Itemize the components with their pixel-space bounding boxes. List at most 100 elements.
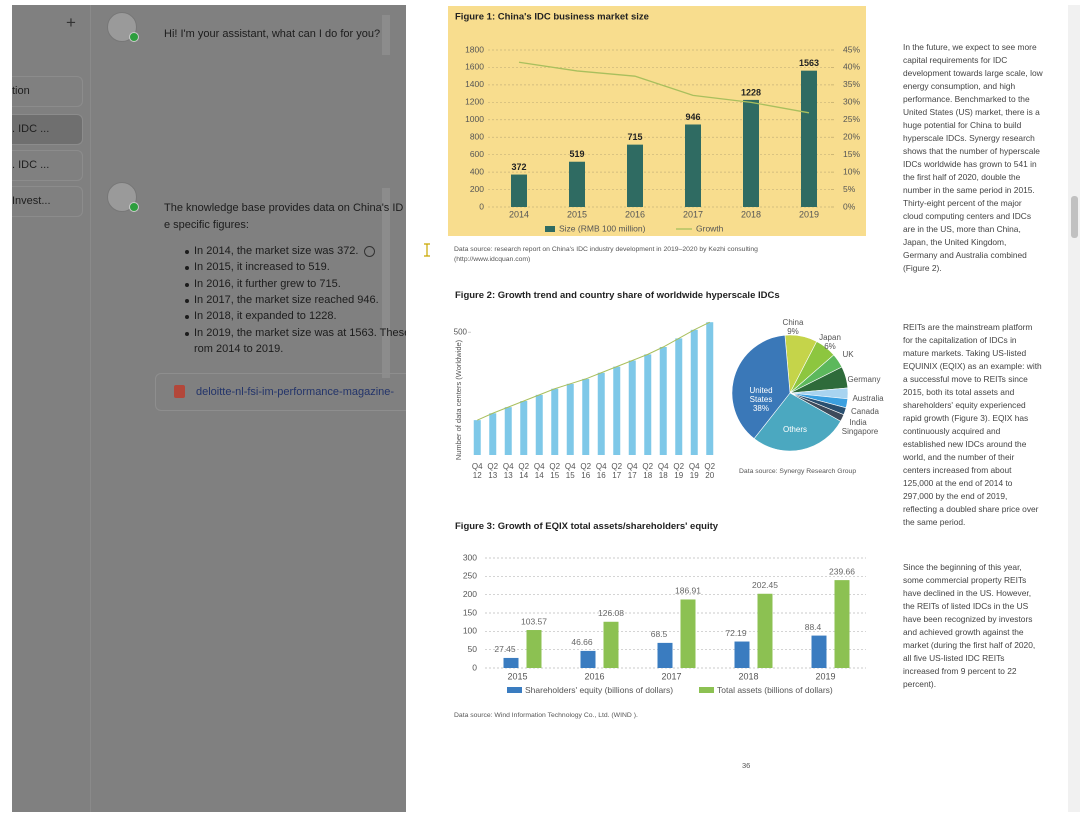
bullet-dot: [185, 266, 189, 271]
data-label: 27.45: [494, 644, 516, 654]
y-axis-label: Number of data centers (Worldwide): [454, 339, 463, 460]
y-tick-label: 500: [454, 327, 468, 336]
bar: [526, 630, 542, 668]
x-tick-label: Q4 16: [595, 462, 607, 480]
x-tick-label: 2015: [567, 209, 587, 219]
new-chat-button[interactable]: +: [66, 13, 76, 32]
bar: [489, 413, 497, 455]
x-tick-label: 2019: [815, 671, 835, 681]
bullet-item: In 2018, it expanded to 1228.: [194, 310, 337, 323]
x-tick-label: 2018: [741, 209, 761, 219]
y2-tick-label: 35%: [843, 79, 860, 89]
x-tick-label: 2016: [625, 209, 645, 219]
sidebar-item[interactable]: tion: [12, 76, 83, 107]
sidebar-item[interactable]: Invest...: [12, 186, 83, 217]
data-label: 946: [685, 112, 700, 122]
pie-slice: [753, 392, 842, 452]
online-dot: [129, 202, 139, 212]
pie-value-label: 6%: [824, 342, 836, 351]
assistant-message: Hi! I'm your assistant, what can I do fo…: [164, 28, 381, 40]
data-label: 715: [627, 132, 642, 142]
x-tick-label: Q4 15: [564, 462, 576, 480]
data-label: 126.08: [598, 608, 624, 618]
x-tick-label: Q2 14: [518, 462, 530, 480]
bar: [566, 383, 574, 455]
message-edge: [382, 188, 390, 378]
bar: [834, 580, 850, 668]
sidebar-divider: [90, 5, 91, 812]
y-tick-label: 400: [470, 166, 484, 176]
bar: [811, 635, 827, 668]
bar: [690, 329, 698, 455]
bar: [680, 599, 696, 668]
y-tick-label: 150: [463, 607, 477, 617]
bar: [644, 354, 652, 455]
legend-label: Total assets (billions of dollars): [717, 685, 833, 695]
legend-swatch: [507, 687, 522, 693]
y2-tick-label: 45%: [843, 44, 860, 54]
y2-tick-label: 15%: [843, 149, 860, 159]
bar: [603, 621, 619, 668]
y-tick-label: 200: [463, 589, 477, 599]
figure-title: Figure 3: Growth of EQIX total assets/sh…: [455, 521, 719, 532]
bar: [473, 420, 481, 455]
y2-tick-label: 30%: [843, 97, 860, 107]
file-name[interactable]: deloitte-nl-fsi-im-performance-magazine-: [196, 386, 395, 398]
x-tick-label: 2019: [799, 209, 819, 219]
y2-tick-label: 10%: [843, 166, 860, 176]
info-icon: [364, 246, 375, 257]
y-tick-label: 800: [470, 131, 484, 141]
bar: [675, 338, 683, 455]
x-tick-label: Q2 13: [487, 462, 499, 480]
bullet-dot: [185, 250, 189, 254]
data-label: 1563: [799, 58, 819, 68]
bullet-item: In 2016, it further grew to 715.: [194, 277, 341, 290]
bullet-dot: [185, 298, 189, 303]
bullet-dot: [185, 282, 189, 287]
data-label: 372: [511, 162, 526, 172]
pie-label: UK: [842, 350, 854, 359]
y-tick-label: 1400: [465, 79, 484, 89]
y-tick-label: 200: [470, 184, 484, 194]
data-label: 103.57: [521, 616, 547, 626]
y2-tick-label: 0%: [843, 201, 856, 211]
y-tick-label: 1000: [465, 114, 484, 124]
x-tick-label: 2015: [507, 671, 527, 681]
pie-label: Others: [782, 425, 807, 434]
bar: [535, 394, 543, 455]
page-number: 36: [742, 761, 751, 770]
legend-label: Shareholders' equity (billions of dollar…: [525, 685, 673, 695]
data-label: 519: [569, 149, 584, 159]
bullet-item: In 2017, the market size reached 946.: [194, 293, 379, 306]
bar: [734, 641, 750, 668]
data-label: 1228: [741, 87, 761, 97]
bar: [659, 347, 667, 455]
y2-tick-label: 25%: [843, 114, 860, 124]
legend-swatch: [545, 226, 555, 232]
pie-label: Germany: [847, 375, 881, 384]
y-tick-label: 1800: [465, 44, 484, 54]
scrollbar-thumb[interactable]: [1071, 196, 1078, 238]
bar: [597, 372, 605, 455]
figure-source: Data source: research report on China's …: [454, 246, 758, 263]
x-tick-label: Q4 14: [533, 462, 545, 480]
y-tick-label: 50: [468, 644, 478, 654]
file-card[interactable]: [155, 373, 406, 411]
y-tick-label: 0: [472, 662, 477, 672]
sidebar-item[interactable]: . IDC ...: [12, 114, 83, 145]
pie-label: Singapore: [841, 427, 879, 436]
bar: [551, 388, 559, 455]
bar: [613, 366, 621, 455]
x-tick-label: Q4 12: [471, 462, 483, 480]
x-tick-label: Q4 18: [657, 462, 669, 480]
x-tick-label: Q2 20: [704, 462, 716, 480]
pie-value-label: 9%: [787, 327, 799, 336]
y2-tick-label: 5%: [843, 184, 856, 194]
paragraph: In the future, we expect to see more cap…: [903, 42, 1043, 273]
bar: [628, 360, 636, 455]
bullet-dot: [185, 331, 189, 336]
bar: [801, 70, 817, 208]
cursor: [424, 243, 430, 257]
sidebar-item[interactable]: . IDC ...: [12, 150, 83, 181]
